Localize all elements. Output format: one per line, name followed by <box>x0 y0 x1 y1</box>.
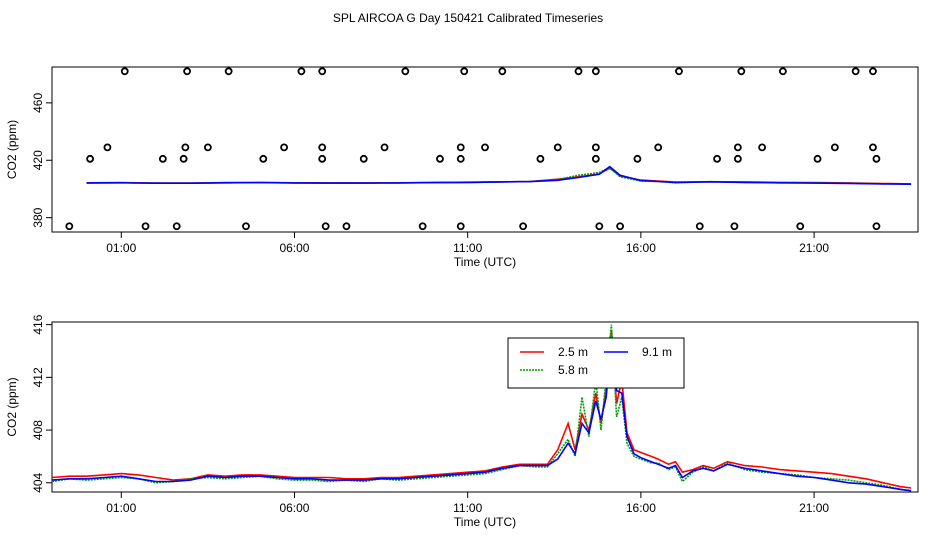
x-axis-label: Time (UTC) <box>454 515 516 529</box>
calibration-point <box>183 67 191 76</box>
calibration-point <box>179 154 188 163</box>
x-tick-label: 01:00 <box>106 241 136 255</box>
y-axis-label: CO2 (ppm) <box>5 377 19 436</box>
calibration-point <box>730 222 739 231</box>
calibration-point <box>737 67 746 76</box>
calibration-point <box>259 154 268 163</box>
calibration-point <box>695 222 704 231</box>
calibration-point <box>481 143 489 152</box>
calibration-point <box>813 154 822 163</box>
x-tick-label: 06:00 <box>279 241 309 255</box>
calibration-point <box>633 154 642 163</box>
calibration-point <box>869 67 877 76</box>
top-panel: 01:00 06:00 11:00 16:00 21:00 380 420 460 Time (… <box>5 66 919 269</box>
y-tick-label: 408 <box>31 420 45 440</box>
calibration-point <box>591 67 600 76</box>
calibration-point <box>519 222 528 231</box>
calibration-point <box>872 222 881 231</box>
series-line-9-1-m <box>86 165 912 185</box>
calibration-point <box>224 67 233 76</box>
legend-label: 9.1 m <box>642 345 672 359</box>
calibration-point <box>158 154 167 163</box>
calibration-point <box>318 143 327 152</box>
calibration-point <box>103 143 112 152</box>
calibration-point <box>456 154 465 163</box>
bottom-panel: 01:00 06:00 11:00 16:00 21:00 404 408 412 416 Tim… <box>5 314 919 529</box>
calibration-point <box>401 67 410 76</box>
calibration-point <box>321 222 330 231</box>
calibration-point <box>872 154 881 163</box>
calibration-point <box>120 67 129 76</box>
y-tick-label: 412 <box>31 367 45 387</box>
calibration-point <box>616 222 624 231</box>
calibration-point <box>359 154 368 163</box>
calibration-point <box>280 143 288 152</box>
calibration-point <box>498 67 507 76</box>
calibration-point <box>591 154 600 163</box>
x-tick-label: 21:00 <box>799 241 829 255</box>
calibration-point <box>779 67 787 76</box>
x-tick-label: 06:00 <box>279 501 309 515</box>
calibration-point <box>654 143 663 152</box>
calibration-point <box>456 222 465 231</box>
calibration-point <box>460 67 469 76</box>
calibration-point <box>436 154 444 163</box>
legend-box <box>507 337 685 389</box>
calibration-point <box>733 154 742 163</box>
chart-title: SPL AIRCOA G Day 150421 Calibrated Times… <box>333 11 603 25</box>
calibration-point <box>713 154 721 163</box>
calibration-point <box>574 67 583 76</box>
series-line-2-5-m <box>52 331 912 489</box>
series-line-9-1-m <box>52 337 912 492</box>
legend-label: 5.8 m <box>558 363 588 377</box>
y-axis-label: CO2 (ppm) <box>5 120 19 179</box>
calibration-point <box>758 143 767 152</box>
calibration-point <box>297 67 306 76</box>
calibration-point <box>86 154 95 163</box>
y-tick-label: 380 <box>31 207 45 227</box>
plot-frame <box>51 66 919 233</box>
calibration-point <box>242 222 250 231</box>
calibration-point <box>203 143 212 152</box>
x-tick-label: 01:00 <box>106 501 136 515</box>
calibration-point <box>536 154 545 163</box>
calibration-point <box>675 67 683 76</box>
x-tick-label: 16:00 <box>626 241 656 255</box>
x-axis-label: Time (UTC) <box>454 255 516 269</box>
x-tick-label: 21:00 <box>799 501 829 515</box>
y-tick-label: 420 <box>31 150 45 170</box>
calibration-point <box>456 143 465 152</box>
calibration-point <box>380 143 389 152</box>
calibration-point <box>65 222 74 231</box>
legend: 2.5 m 5.8 m 9.1 m <box>507 337 685 389</box>
calibration-point <box>851 67 860 76</box>
legend-label: 2.5 m <box>558 345 588 359</box>
y-tick-label: 404 <box>31 472 45 492</box>
calibration-point <box>172 222 181 231</box>
calibration-point <box>181 143 190 152</box>
calibration-point <box>418 222 427 231</box>
x-tick-label: 16:00 <box>626 501 656 515</box>
calibration-point <box>733 143 742 152</box>
calibration-point <box>342 222 351 231</box>
calibration-point <box>796 222 805 231</box>
x-tick-label: 11:00 <box>453 241 482 255</box>
y-tick-label: 460 <box>31 93 45 113</box>
calibration-point <box>553 143 562 152</box>
calibration-point <box>591 143 600 152</box>
calibration-point <box>595 222 604 231</box>
calibration-point <box>141 222 150 231</box>
calibration-point <box>318 154 327 163</box>
plot-frame <box>51 321 919 493</box>
x-tick-label: 11:00 <box>453 501 482 515</box>
calibration-point <box>318 67 327 76</box>
calibration-point <box>869 143 877 152</box>
calibration-point <box>830 143 839 152</box>
y-tick-label: 416 <box>31 314 45 334</box>
